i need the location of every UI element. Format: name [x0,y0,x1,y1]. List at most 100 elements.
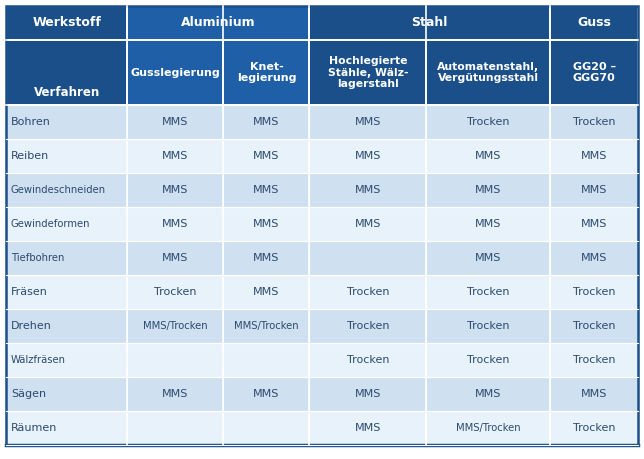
Text: Gusslegierung: Gusslegierung [131,67,220,78]
Text: MMS: MMS [475,253,502,263]
Bar [309,275,426,309]
Bar [550,275,638,309]
Text: MMS: MMS [162,117,189,127]
Text: MMS: MMS [355,389,381,399]
Text: MMS: MMS [581,151,607,161]
Text: MMS: MMS [253,253,279,263]
Bar [309,309,426,343]
Text: Trocken: Trocken [467,355,509,365]
Text: MMS: MMS [475,185,502,195]
Text: Trocken: Trocken [573,117,615,127]
Bar [6,6,128,40]
Text: Hochlegierte
Stähle, Wälz-
lagerstahl: Hochlegierte Stähle, Wälz- lagerstahl [328,56,408,89]
Bar [128,241,223,275]
Text: Räumen: Räumen [11,423,57,433]
Text: MMS: MMS [581,389,607,399]
Bar [309,207,426,241]
Text: Guss: Guss [577,17,611,29]
Text: Trocken: Trocken [346,355,389,365]
Text: Trocken: Trocken [573,423,615,433]
Bar [6,173,128,207]
Bar [309,377,426,411]
Text: MMS: MMS [355,423,381,433]
Bar [6,377,128,411]
Bar [128,377,223,411]
Text: MMS: MMS [581,219,607,229]
Text: Trocken: Trocken [467,117,509,127]
Text: MMS: MMS [355,117,381,127]
Text: MMS: MMS [581,253,607,263]
Bar [223,139,309,173]
Bar [426,207,550,241]
Bar [223,40,309,105]
Bar [550,173,638,207]
Bar [6,139,128,173]
Text: MMS: MMS [253,117,279,127]
Bar [426,411,550,445]
Bar [128,6,309,40]
Bar [309,139,426,173]
Bar [223,207,309,241]
Bar [6,309,128,343]
Bar [223,411,309,445]
Bar [128,207,223,241]
Text: MMS/Trocken: MMS/Trocken [143,321,207,331]
Bar [223,377,309,411]
Text: MMS: MMS [355,185,381,195]
Bar [309,40,426,105]
Text: MMS/Trocken: MMS/Trocken [456,423,520,433]
Bar [426,275,550,309]
Text: MMS: MMS [253,389,279,399]
Bar [128,173,223,207]
Bar [426,40,550,105]
Bar [550,377,638,411]
Text: Aluminium: Aluminium [181,17,256,29]
Text: Trocken: Trocken [573,287,615,297]
Text: MMS: MMS [253,287,279,297]
Bar [6,343,128,377]
Bar [309,343,426,377]
Bar [128,139,223,173]
Bar [128,105,223,139]
Bar [223,343,309,377]
Bar [223,309,309,343]
Text: Trocken: Trocken [346,321,389,331]
Bar [128,40,223,105]
Bar [6,207,128,241]
Text: Trocken: Trocken [467,287,509,297]
Text: MMS: MMS [355,219,381,229]
Bar [426,139,550,173]
Bar [6,105,128,139]
Bar [550,343,638,377]
Text: Stahl: Stahl [412,17,448,29]
Text: Trocken: Trocken [573,321,615,331]
Text: Gewindeformen: Gewindeformen [11,219,91,229]
Text: MMS: MMS [162,253,189,263]
Bar [128,309,223,343]
Bar [6,40,128,105]
Text: Trocken: Trocken [346,287,389,297]
Bar [128,275,223,309]
Bar [550,241,638,275]
Text: MMS: MMS [253,185,279,195]
Bar [128,343,223,377]
Bar [128,411,223,445]
Bar [6,411,128,445]
Text: Gewindeschneiden: Gewindeschneiden [11,185,106,195]
Text: Trocken: Trocken [467,321,509,331]
Text: Drehen: Drehen [11,321,52,331]
Text: MMS: MMS [162,219,189,229]
Bar [426,309,550,343]
Bar [309,6,550,40]
Bar [223,241,309,275]
Text: Fräsen: Fräsen [11,287,48,297]
Bar [426,105,550,139]
Text: Automatenstahl,
Vergütungsstahl: Automatenstahl, Vergütungsstahl [437,62,539,83]
Text: MMS: MMS [162,389,189,399]
Text: MMS: MMS [253,151,279,161]
Bar [426,343,550,377]
Bar [309,411,426,445]
Text: Sägen: Sägen [11,389,46,399]
Text: Verfahren: Verfahren [33,85,100,99]
Bar [550,40,638,105]
